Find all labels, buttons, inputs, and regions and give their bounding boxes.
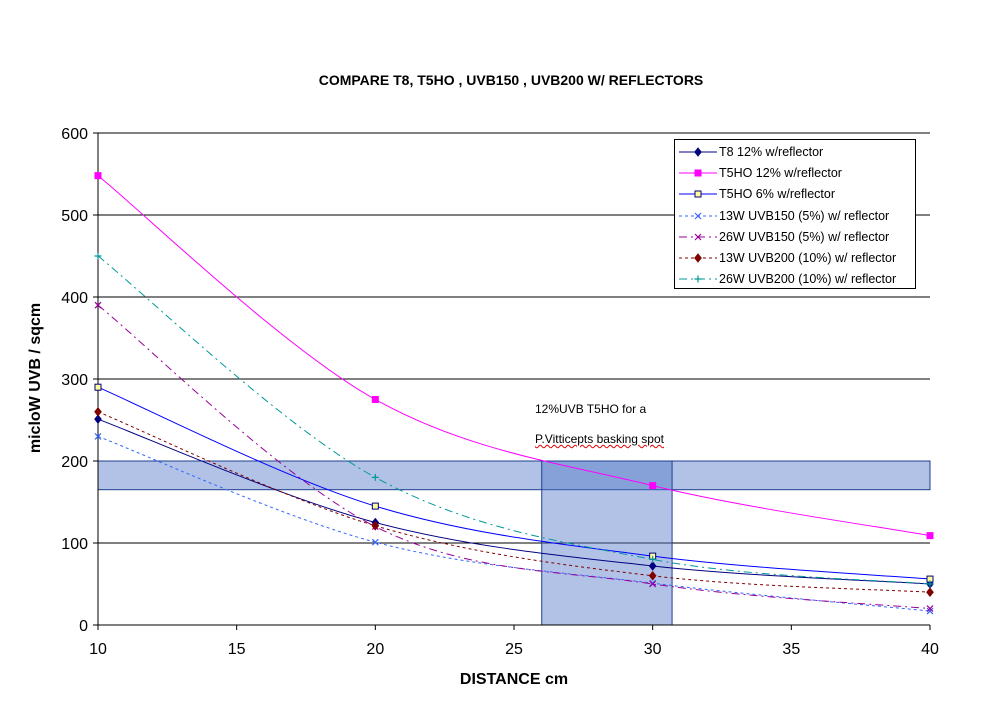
legend-label-3: T5HO 6% w/reflector [719,187,836,202]
series-line-5 [97,304,931,610]
y-tick-label-500: 500 [61,208,88,225]
series-5-point-30 [649,580,657,588]
series-7-point-40 [926,580,934,588]
series-6-point-30 [648,570,657,581]
legend-label-5: 26W UVB150 (5%) w/ reflector [719,229,890,244]
legend-swatch-1 [679,147,717,157]
y-tick-label-400: 400 [61,290,88,307]
legend-swatch-3 [679,190,717,198]
highlight-band-horizontal [97,460,931,491]
series-4-point-20 [371,538,379,546]
legend-swatch-7 [679,275,717,283]
legend-label-2: T5HO 12% w/reflector [719,166,842,181]
y-tick-label-100: 100 [61,536,88,553]
series-4-point-10 [94,432,102,440]
legend-item-7: 26W UVB200 (10%) w/ reflector [675,269,915,289]
y-axis-label: micloW UVB / sqcm [27,302,44,454]
x-axis-label: DISTANCE cm [459,671,569,688]
annotation-line-2-text: P.Vitticepts basking spot [535,432,664,446]
series-line-1 [97,418,931,585]
series-2-point-40 [926,532,934,540]
y-tick-label-200: 200 [61,454,88,471]
y-tick-label-0: 0 [79,618,88,635]
series-3-point-10 [94,383,102,391]
legend-marker-3 [694,190,702,198]
x-tick-label-40: 40 [921,641,939,658]
legend: T8 12% w/reflector T5HO 12% w/reflector T5… [674,139,916,289]
series-3-point-20 [371,502,379,510]
x-tick-label-20: 20 [366,641,384,658]
legend-marker-1 [694,147,702,157]
legend-swatch-4 [679,212,717,220]
x-tick-label-15: 15 [228,641,246,658]
x-tick-label-35: 35 [782,641,800,658]
series-line-6 [97,411,931,593]
x-tick-label-10: 10 [89,641,107,658]
x-tick-label-30: 30 [644,641,662,658]
legend-item-2: T5HO 12% w/reflector [675,163,915,183]
legend-swatch-5 [679,233,717,241]
series-1-point-10 [94,414,102,424]
legend-marker-4 [694,212,702,220]
series-line-2 [97,175,931,537]
legend-label-4: 13W UVB150 (5%) w/ reflector [719,208,890,223]
series-4-point-40 [926,607,934,615]
series-6-point-10 [94,406,102,417]
series-1-point-30 [648,561,657,571]
series-6-point-40 [926,587,934,598]
series-2-point-30 [649,482,657,490]
legend-marker-7 [694,275,702,283]
legend-marker-6 [694,253,702,263]
legend-label-1: T8 12% w/reflector [719,145,824,159]
legend-item-6: 13W UVB200 (10%) w/ reflector [675,248,915,268]
series-line-3 [97,386,931,580]
x-tick-label-25: 25 [505,641,523,658]
legend-item-1: T8 12% w/reflector [675,142,915,162]
y-tick-label-600: 600 [61,126,88,143]
legend-swatch-6 [679,253,717,263]
series-5-point-40 [926,605,934,613]
legend-item-4: 13W UVB150 (5%) w/ reflector [675,206,915,226]
annotation-line-2: P.Vitticepts basking spot [535,432,664,446]
legend-label-6: 13W UVB200 (10%) w/ reflector [719,251,897,265]
annotation-line-1: 12%UVB T5HO for a [535,402,647,416]
series-6-point-20 [371,520,380,531]
series-2-point-20 [371,396,379,403]
legend-marker-2 [694,169,702,177]
series-5-point-10 [94,301,102,309]
series-2-point-10 [94,172,102,180]
legend-item-5: 26W UVB150 (5%) w/ reflector [675,227,915,247]
series-7-point-20 [371,473,379,481]
legend-item-3: T5HO 6% w/reflector [675,184,915,204]
legend-label-7: 26W UVB200 (10%) w/ reflector [719,272,897,287]
series-line-7 [97,255,931,585]
chart-title: COMPARE T8, T5HO , UVB150 , UVB200 W/ RE… [318,72,704,88]
series-7-point-30 [649,555,657,563]
legend-swatch-2 [679,169,717,177]
series-7-point-10 [94,252,102,260]
y-tick-label-300: 300 [61,372,88,389]
legend-marker-5 [694,233,702,241]
